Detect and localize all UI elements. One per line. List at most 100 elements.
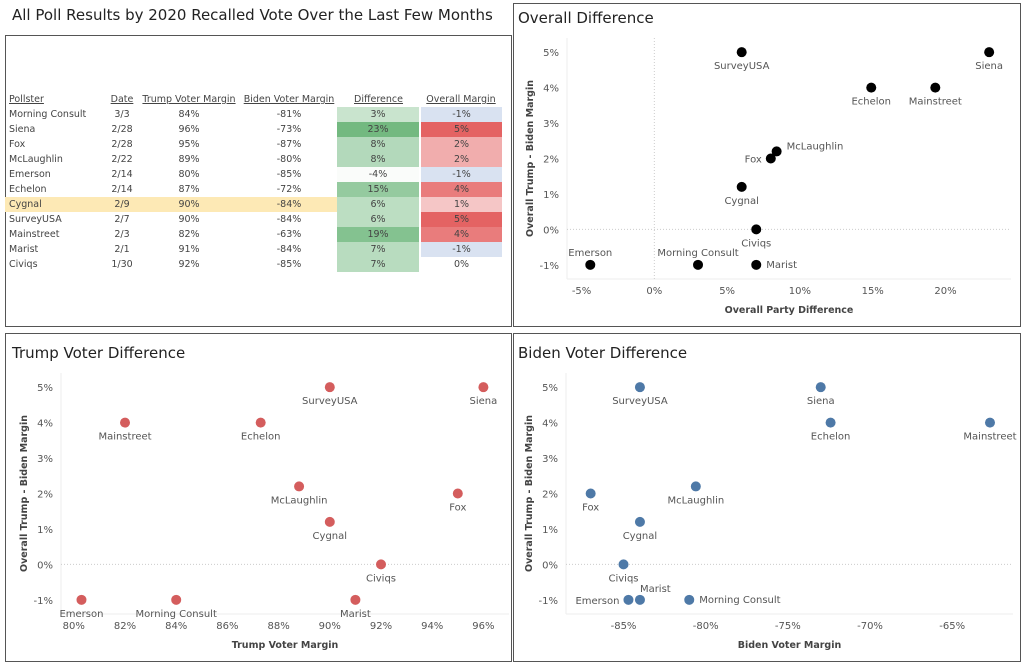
table-row: Mainstreet 2/3 82% -63% 19% 4% — [5, 227, 502, 242]
cell-difference: 8% — [337, 152, 421, 167]
data-label: Fox — [745, 155, 762, 166]
data-point-cygnal — [324, 516, 335, 527]
x-axis-title: Trump Voter Margin — [232, 640, 339, 651]
data-point-morning-consult — [684, 594, 695, 605]
data-point-surveyusa — [736, 47, 747, 58]
cell-difference: 7% — [337, 242, 421, 257]
cell-biden-margin: -81% — [276, 109, 302, 120]
cell-difference: 6% — [337, 212, 421, 227]
data-point-fox — [452, 488, 463, 499]
cell-difference: 23% — [337, 122, 421, 137]
data-label: Emerson — [59, 609, 103, 620]
x-tick-label: 84% — [165, 621, 187, 632]
data-label: Mainstreet — [98, 432, 151, 443]
data-label: Fox — [582, 503, 599, 514]
cell-overall-margin: 4% — [420, 182, 502, 197]
data-point-mclaughlin — [771, 146, 782, 157]
data-label: Mainstreet — [909, 97, 962, 108]
x-tick-label: -65% — [939, 621, 965, 632]
y-tick-label: 2% — [37, 490, 53, 501]
table-row: Emerson 2/14 80% -85% -4% -1% — [5, 167, 502, 182]
table-row: Cygnal 2/9 90% -84% 6% 1% — [5, 197, 502, 212]
cell-pollster: SurveyUSA — [9, 214, 62, 225]
data-label: McLaughlin — [667, 495, 724, 506]
x-tick-label: 96% — [472, 621, 494, 632]
overall-difference-chart: -5% 0% 5% 10% 15% 20% -1% 0% 1% 2% 3% 4% 5% Overall P… — [525, 38, 1011, 316]
cell-overall-margin: 2% — [420, 137, 502, 152]
y-axis-title: Overall Trump - Biden Margin — [525, 80, 536, 237]
header-overall-margin: Overall Margin — [426, 94, 496, 105]
data-point-emerson — [76, 594, 87, 605]
data-point-mainstreet — [930, 82, 941, 93]
header-difference: Difference — [354, 94, 403, 105]
table-title: All Poll Results by 2020 Recalled Vote O… — [12, 6, 493, 24]
y-tick-label: 0% — [543, 225, 559, 236]
cell-overall-margin: 0% — [420, 257, 502, 272]
cell-trump-margin: 82% — [178, 229, 200, 240]
data-point-siena — [984, 47, 995, 58]
data-point-cygnal — [736, 181, 747, 192]
cell-overall-margin: 4% — [420, 227, 502, 242]
table-row: Siena 2/28 96% -73% 23% 5% — [5, 122, 502, 137]
chart-title: Biden Voter Difference — [518, 344, 688, 362]
cell-date: 2/28 — [111, 124, 133, 135]
data-label: Echelon — [241, 432, 281, 443]
data-point-surveyusa — [324, 382, 335, 393]
y-tick-label: -1% — [34, 596, 53, 607]
x-tick-label: 92% — [370, 621, 392, 632]
data-point-cygnal — [634, 516, 645, 527]
table-row: Morning Consult 3/3 84% -81% 3% -1% — [5, 107, 502, 122]
cell-biden-margin: -87% — [276, 139, 302, 150]
data-point-civiqs — [751, 224, 762, 235]
cell-pollster: Civiqs — [9, 259, 38, 270]
cell-overall-margin: -1% — [420, 242, 502, 257]
x-tick-label: 0% — [646, 286, 662, 297]
data-label: Marist — [340, 609, 371, 620]
y-tick-label: 1% — [543, 190, 559, 201]
data-label: Echelon — [851, 97, 891, 108]
cell-biden-margin: -80% — [276, 154, 302, 165]
cell-overall-margin: 5% — [420, 122, 502, 137]
cell-trump-margin: 87% — [178, 184, 200, 195]
cell-pollster: McLaughlin — [9, 154, 63, 165]
data-point-echelon — [255, 417, 266, 428]
table-row: Marist 2/1 91% -84% 7% -1% — [5, 242, 502, 257]
data-point-mclaughlin — [294, 481, 305, 492]
y-tick-label: 3% — [543, 119, 559, 130]
cell-difference: 7% — [337, 257, 421, 272]
y-tick-label: 3% — [37, 454, 53, 465]
table-row: McLaughlin 2/22 89% -80% 8% 2% — [5, 152, 502, 167]
y-tick-label: 2% — [543, 155, 559, 166]
cell-biden-margin: -85% — [276, 259, 302, 270]
chart-title: Overall Difference — [518, 9, 654, 27]
cell-date: 2/14 — [111, 169, 133, 180]
cell-date: 2/28 — [111, 139, 133, 150]
trump-voter-difference-chart: 80% 82% 84% 86% 88% 90% 92% 94% 96% -1% 0% 1% 2% 3% 4%… — [19, 373, 509, 651]
cell-pollster: Marist — [9, 244, 39, 255]
data-label: SurveyUSA — [302, 396, 358, 407]
y-tick-label: 4% — [37, 419, 53, 430]
data-label: Siena — [470, 396, 498, 407]
trump-voter-difference-panel: Trump Voter Difference 80% 82% 84% 86% 88% 90… — [5, 333, 512, 662]
data-point-siena — [478, 382, 489, 393]
y-tick-label: 5% — [37, 383, 53, 394]
data-label: Morning Consult — [657, 248, 738, 259]
cell-pollster: Fox — [9, 139, 26, 150]
data-point-marist — [751, 259, 762, 270]
poll-results-table: Pollster Date Trump Voter Margin Biden V… — [5, 92, 502, 272]
cell-biden-margin: -85% — [276, 169, 302, 180]
data-label: Morning Consult — [699, 595, 780, 606]
table-row: Fox 2/28 95% -87% 8% 2% — [5, 137, 502, 152]
data-label: Marist — [640, 584, 671, 595]
biden-voter-difference-panel: Biden Voter Difference -85% -80% -75% -70% -… — [513, 333, 1021, 662]
data-point-mclaughlin — [690, 481, 701, 492]
header-date: Date — [110, 94, 134, 105]
data-point-fox — [765, 153, 776, 164]
cell-overall-margin: 1% — [420, 197, 502, 212]
cell-overall-margin: 2% — [420, 152, 502, 167]
data-label: Civiqs — [366, 573, 396, 584]
data-point-echelon — [866, 82, 877, 93]
data-label: Emerson — [568, 248, 612, 259]
x-axis-title: Overall Party Difference — [725, 305, 854, 316]
y-tick-label: 5% — [542, 383, 558, 394]
